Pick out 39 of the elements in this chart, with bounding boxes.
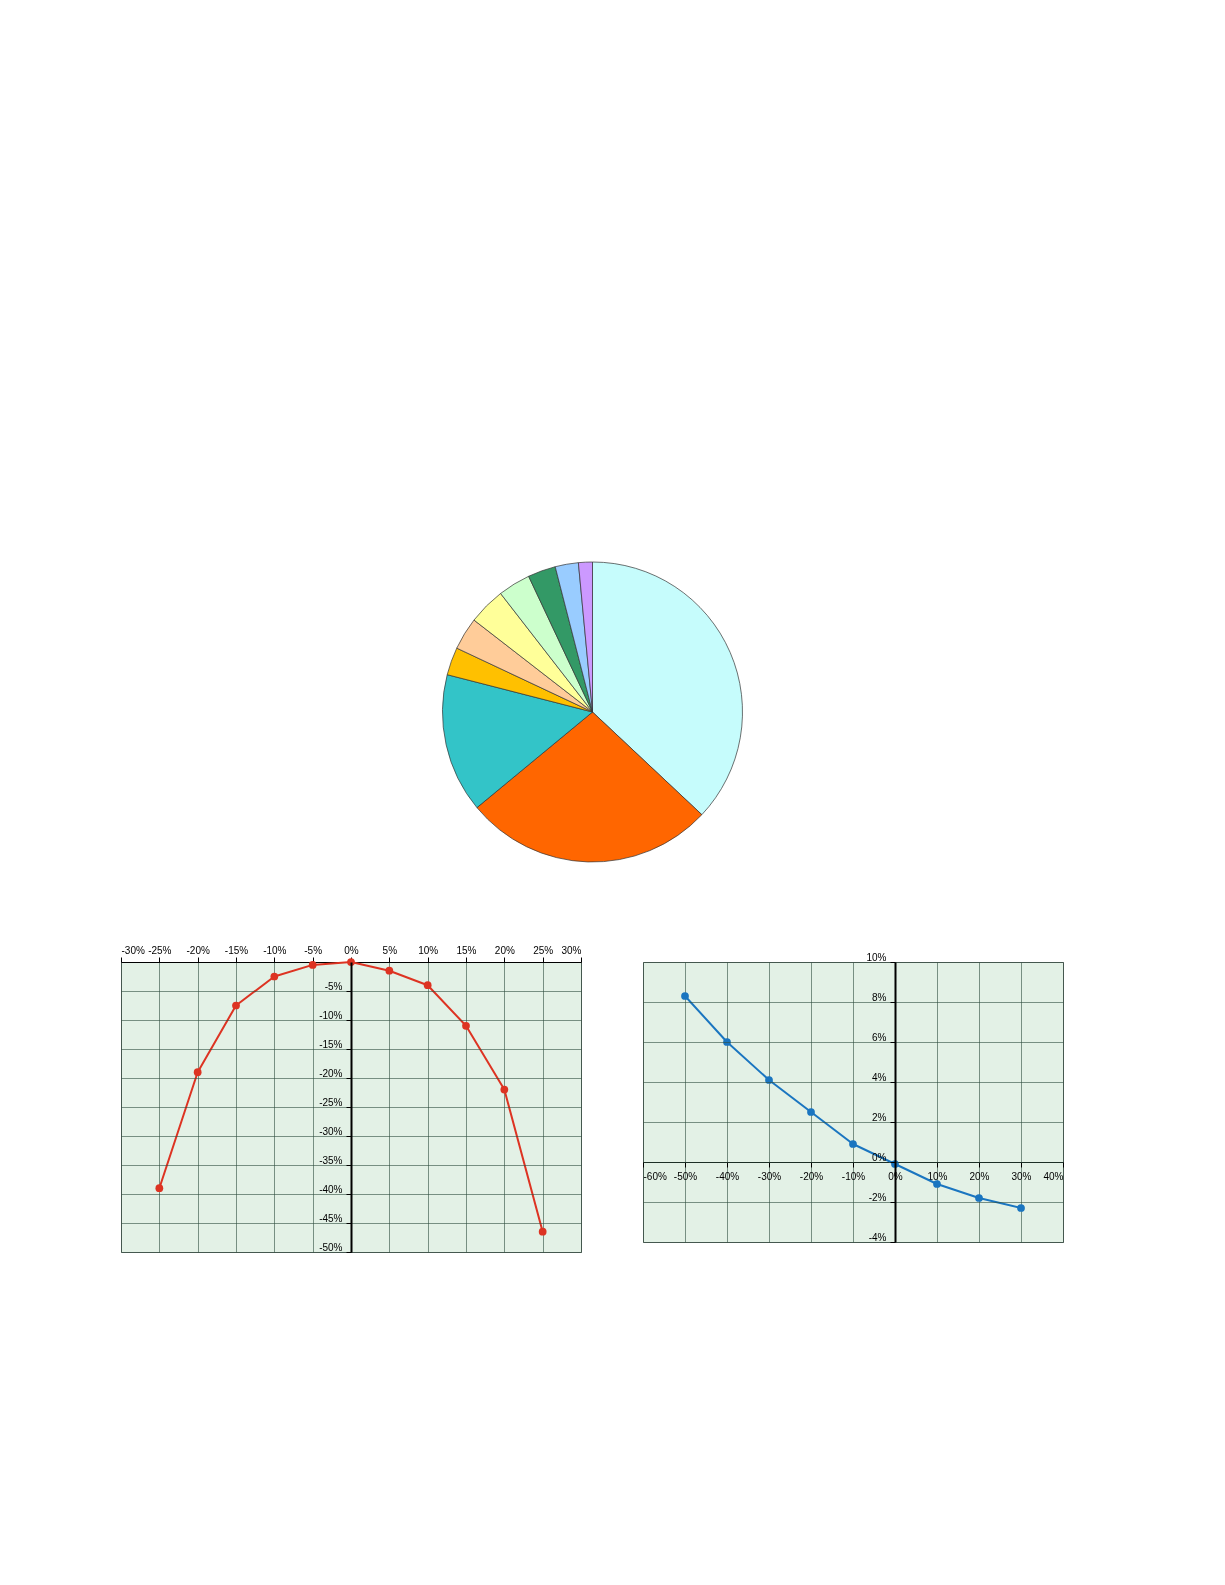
y-tick-label: -20% (319, 1067, 343, 1079)
y-tick-label: 2% (872, 1111, 887, 1123)
x-tick-label: 10% (927, 1170, 948, 1182)
x-tick-label: -20% (799, 1170, 824, 1182)
y-tick-label: -45% (319, 1212, 343, 1224)
x-tick-label: -15% (224, 944, 249, 956)
x-tick-label: -30% (757, 1170, 782, 1182)
y-tick-label: -5% (324, 980, 343, 992)
y-tick-label: -4% (868, 1231, 887, 1243)
y-tick-label: 8% (872, 991, 887, 1003)
y-tick-label: -10% (319, 1009, 343, 1021)
x-tick-label: -25% (148, 944, 172, 956)
x-tick-label: -10% (841, 1170, 866, 1182)
x-tick-label: -5% (304, 944, 323, 956)
x-tick-label: 20% (969, 1170, 990, 1182)
x-tick-label: -10% (263, 944, 287, 956)
x-tick-label: 40% (1043, 1170, 1064, 1182)
x-tick-label: -20% (186, 944, 210, 956)
y-tick-label: -40% (319, 1183, 343, 1195)
x-tick-label: 0% (344, 944, 359, 956)
y-tick-label: -2% (868, 1191, 887, 1203)
y-tick-label: 4% (872, 1071, 887, 1083)
x-tick-label: 10% (418, 944, 439, 956)
x-tick-label: 30% (561, 944, 582, 956)
y-tick-label: 6% (872, 1031, 887, 1043)
y-tick-label: -30% (319, 1125, 343, 1137)
x-tick-label: -40% (715, 1170, 740, 1182)
x-tick-label: 30% (1011, 1170, 1032, 1182)
x-tick-label: 15% (456, 944, 477, 956)
x-tick-label: 25% (533, 944, 554, 956)
x-tick-label: -30% (121, 944, 145, 956)
x-tick-label: 20% (494, 944, 515, 956)
x-tick-label: 5% (382, 944, 398, 956)
x-tick-label: -50% (673, 1170, 698, 1182)
y-tick-label: -50% (319, 1241, 343, 1253)
y-tick-label: -35% (319, 1154, 343, 1166)
y-tick-label: -15% (319, 1038, 343, 1050)
y-tick-label: -25% (319, 1096, 343, 1108)
x-tick-label: -60% (643, 1170, 667, 1182)
